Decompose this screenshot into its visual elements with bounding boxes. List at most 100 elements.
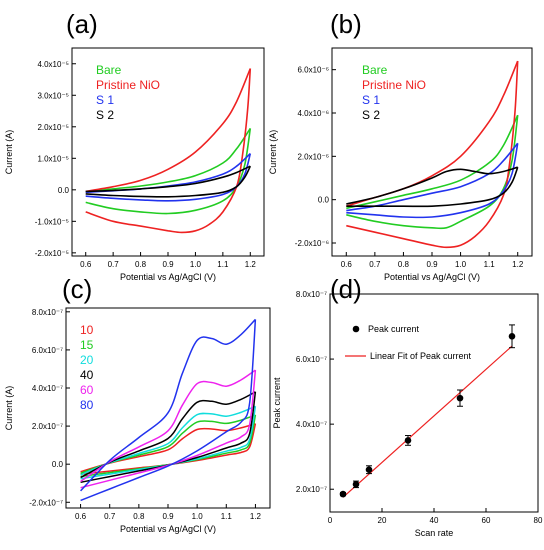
panel-d-chart: 0 20 40 60 80 2.0x10⁻⁷ 4.0x10⁻⁷ 6.0x10⁻⁷ 8.0x10⁻… (272, 290, 543, 538)
series-line-reverse (80, 406, 257, 480)
y-tick-label: 2.0x10⁻⁶ (297, 152, 329, 161)
series-line-reverse (85, 153, 252, 202)
plot-frame (329, 293, 539, 513)
y-tick-label: 0.0 (318, 196, 330, 205)
x-tick-label: 0.6 (80, 260, 92, 269)
series-line-reverse (346, 143, 519, 219)
series-line-reverse (80, 370, 257, 489)
series-line-forward (80, 414, 256, 475)
data-point (339, 490, 347, 498)
y-tick-label: 4.0x10⁻⁶ (297, 109, 329, 118)
y-tick-label: 3.0x10⁻⁵ (37, 91, 69, 100)
panel-b-chart: 0.6 0.7 0.8 0.9 1.0 1.1 1.2 -2.0x10⁻⁶ 0.0 2.0x10⁻… (268, 47, 533, 282)
legend-entry: 10 (80, 323, 94, 337)
panel-letter-c: (c) (62, 274, 92, 304)
y-tick-label: 2.0x10⁻⁵ (37, 123, 69, 132)
series-line-reverse (80, 319, 257, 502)
series-line-reverse (85, 68, 252, 234)
legend-entry: Peak current (368, 324, 420, 334)
x-axis-label: Potential vs Ag/AgCl (V) (384, 272, 480, 282)
legend-entry: 20 (80, 353, 94, 367)
series-line-forward (80, 422, 256, 473)
y-axis-label: Current (A) (268, 130, 278, 175)
x-tick-label: 1.1 (484, 260, 496, 269)
x-tick-label: 0.8 (398, 260, 410, 269)
x-axis-label: Potential vs Ag/AgCl (V) (120, 272, 216, 282)
series-line-reverse (80, 391, 257, 484)
legend-entry: Bare (96, 63, 122, 77)
y-tick-label: -2.0x10⁻⁶ (295, 239, 329, 248)
data-point (508, 332, 516, 340)
x-tick-label: 0.9 (426, 260, 438, 269)
y-tick-label: 1.0x10⁻⁵ (37, 154, 69, 163)
series-line-reverse (85, 128, 252, 215)
y-axis-label: Current (A) (4, 130, 14, 175)
legend-entry: S 1 (362, 93, 380, 107)
legend-entry: Linear Fit of Peak current (370, 351, 472, 361)
panel-c-chart: 0.6 0.7 0.8 0.9 1.0 1.1 1.2 -2.0x10⁻⁷ 0.0 2.0x10⁻… (4, 307, 271, 534)
x-tick-label: 1.2 (250, 512, 262, 521)
x-tick-label: 0.9 (162, 260, 174, 269)
panel-letter-a: (a) (66, 9, 98, 39)
series-line-forward (346, 166, 518, 205)
x-tick-label: 1.2 (245, 260, 257, 269)
x-tick-label: 1.0 (190, 260, 202, 269)
series-line-reverse (346, 166, 519, 208)
panel-letter-b: (b) (330, 9, 362, 39)
panel-a-chart: 0.6 0.7 0.8 0.9 1.0 1.1 1.2 -2.0x10⁻⁵ -1.0x10⁻⁵ 0… (4, 47, 265, 282)
series-line-forward (346, 114, 519, 210)
series-line-forward (85, 68, 252, 193)
x-tick-label: 40 (430, 516, 439, 525)
y-tick-label: 4.0x10⁻⁷ (32, 384, 63, 393)
x-tick-label: 1.2 (512, 260, 524, 269)
data-point (456, 394, 464, 402)
x-tick-label: 80 (534, 516, 543, 525)
y-tick-label: 8.0x10⁻⁷ (296, 290, 327, 299)
x-tick-label: 0.7 (104, 512, 116, 521)
series-line-reverse (80, 414, 257, 478)
y-axis-label: Peak current (272, 377, 282, 429)
legend-entry: Bare (362, 63, 388, 77)
series-line-reverse (80, 423, 257, 476)
x-tick-label: 1.1 (217, 260, 229, 269)
series-line-forward (80, 391, 256, 479)
legend-entry: S 2 (362, 108, 380, 122)
x-tick-label: 20 (378, 516, 387, 525)
y-tick-label: 8.0x10⁻⁷ (32, 308, 63, 317)
y-tick-label: 4.0x10⁻⁷ (296, 420, 327, 429)
x-tick-label: 0.7 (108, 260, 120, 269)
y-tick-label: 4.0x10⁻⁵ (37, 60, 69, 69)
y-tick-label: -2.0x10⁻⁷ (29, 498, 63, 507)
legend-entry: Pristine NiO (96, 78, 160, 92)
legend-entry: S 2 (96, 108, 114, 122)
y-tick-label: 0.0 (58, 186, 70, 195)
x-tick-label: 60 (482, 516, 491, 525)
plot-frame (65, 307, 271, 509)
series-line-forward (80, 405, 256, 476)
y-tick-label: 6.0x10⁻⁷ (296, 355, 327, 364)
legend-entry: Pristine NiO (362, 78, 426, 92)
legend-entry: 60 (80, 383, 94, 397)
data-point (365, 466, 373, 474)
x-tick-label: 0.6 (341, 260, 353, 269)
y-tick-label: 6.0x10⁻⁶ (297, 66, 329, 75)
legend-entry: S 1 (96, 93, 114, 107)
data-point (404, 437, 412, 444)
data-point (352, 481, 360, 488)
series-line-forward (85, 127, 251, 193)
x-tick-label: 1.0 (455, 260, 467, 269)
legend-marker-point (352, 325, 360, 333)
x-tick-label: 1.1 (221, 512, 233, 521)
y-tick-label: 6.0x10⁻⁷ (32, 346, 63, 355)
legend-entry: 40 (80, 368, 94, 382)
x-axis-label: Scan rate (415, 528, 454, 538)
legend-entry: 15 (80, 338, 94, 352)
x-axis-label: Potential vs Ag/AgCl (V) (120, 524, 216, 534)
panel-letter-d: (d) (330, 274, 362, 304)
x-tick-label: 0.6 (75, 512, 87, 521)
series-line-forward (346, 142, 519, 212)
series-line-reverse (346, 60, 519, 249)
series-line-reverse (85, 165, 252, 198)
x-tick-label: 0.7 (369, 260, 381, 269)
